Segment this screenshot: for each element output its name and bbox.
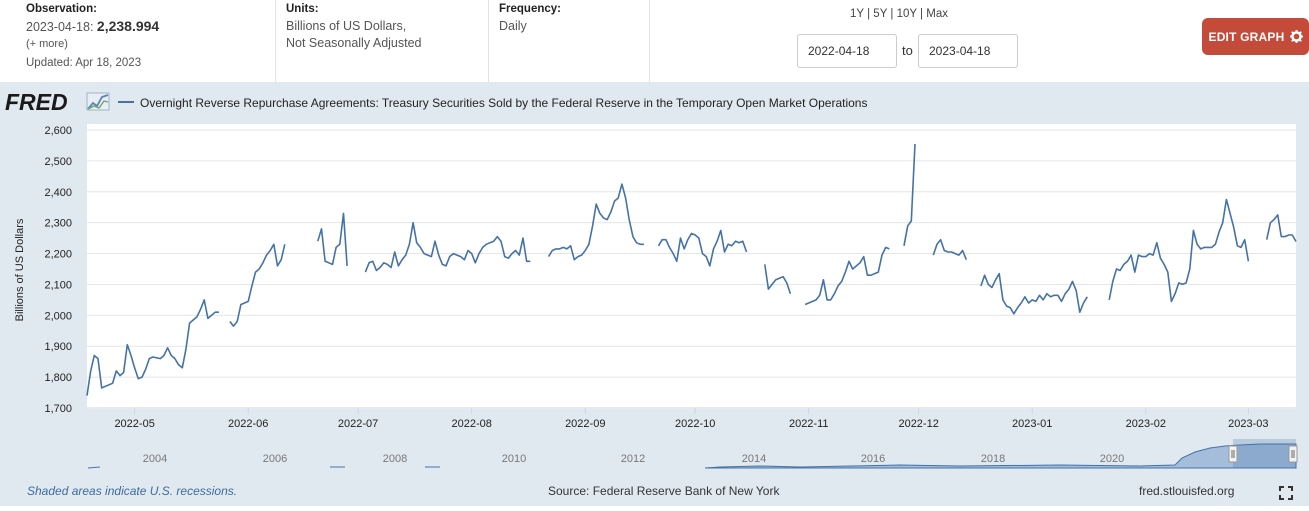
navigator-year-label: 2008 <box>383 453 407 465</box>
navigator-selection[interactable] <box>1233 439 1296 468</box>
edit-graph-button[interactable]: EDIT GRAPH <box>1202 18 1309 55</box>
navigator-year-label: 2016 <box>861 453 885 465</box>
series-line-segment <box>364 221 531 273</box>
observation-number: 2,238.994 <box>96 18 160 34</box>
navigator-year-label: 2020 <box>1100 453 1124 465</box>
range-links: 1Y | 5Y | 10Y | Max <box>829 8 969 20</box>
recession-note: Shaded areas indicate U.S. recessions. <box>27 484 238 498</box>
units-line-1: Billions of US Dollars, <box>286 19 407 33</box>
y-axis-ticks: 1,700 1,800 1,900 2,000 2,100 2,200 2,300 2,400… <box>44 125 72 415</box>
x-tick-label: 2022-07 <box>338 418 378 430</box>
navigator-year-label: 2004 <box>143 453 167 465</box>
header-divider <box>275 0 276 82</box>
range-10y[interactable]: 10Y <box>896 8 917 20</box>
x-tick-label: 2022-11 <box>789 418 829 430</box>
series-line-segment <box>903 143 916 246</box>
y-tick-label: 2,400 <box>44 187 72 199</box>
updated-text: Updated: Apr 18, 2023 <box>26 57 142 69</box>
frequency-value: Daily <box>499 19 527 33</box>
navigator-series-trace <box>87 466 440 469</box>
series-line-segment <box>980 272 1088 315</box>
range-5y[interactable]: 5Y <box>873 8 888 20</box>
units-line-2: Not Seasonally Adjusted <box>286 36 422 50</box>
navigator-year-labels: 2004 2006 2008 2010 2012 2014 2016 2018 2020 <box>143 453 1124 465</box>
frequency-label: Frequency: <box>499 3 561 15</box>
navigator-left-handle[interactable] <box>1228 445 1238 463</box>
navigator-right-handle[interactable] <box>1288 445 1298 463</box>
x-tick-label: 2023-02 <box>1126 418 1166 430</box>
end-date-input[interactable]: 2023-04-18 <box>918 34 1018 68</box>
to-label: to <box>902 43 913 58</box>
x-tick-label: 2022-10 <box>675 418 715 430</box>
observation-label: Observation: <box>26 3 97 15</box>
chart-panel: FRED Overnight Reverse Repurchase Agreem… <box>0 82 1309 506</box>
range-1y[interactable]: 1Y <box>850 8 864 20</box>
navigator-year-label: 2018 <box>981 453 1005 465</box>
y-tick-label: 2,000 <box>44 310 72 322</box>
series-line-segment <box>1108 198 1250 303</box>
x-tick-label: 2022-05 <box>114 418 154 430</box>
more-link[interactable]: (+ more) <box>26 38 68 50</box>
series-line-segment <box>804 246 890 306</box>
units-block: Units: Billions of US Dollars, Not Seaso… <box>286 1 486 83</box>
plot-background <box>87 124 1296 409</box>
source-text: Source: Federal Reserve Bank of New York <box>548 484 780 498</box>
legend-series-label: Overnight Reverse Repurchase Agreements:… <box>140 96 867 110</box>
y-tick-label: 2,200 <box>44 249 72 261</box>
observation-date: 2023-04-18: <box>26 20 94 34</box>
x-tick-label: 2022-12 <box>898 418 938 430</box>
units-label: Units: <box>286 3 319 15</box>
navigator-year-label: 2014 <box>742 453 766 465</box>
range-navigator[interactable]: 2004 2006 2008 2010 2012 2014 2016 2018 2020 <box>87 437 1298 469</box>
series-line-segment <box>1265 214 1297 242</box>
navigator-year-label: 2006 <box>263 453 287 465</box>
x-tick-label: 2023-01 <box>1012 418 1052 430</box>
navigator-year-label: 2010 <box>502 453 526 465</box>
y-tick-label: 2,500 <box>44 156 72 168</box>
header-divider <box>488 0 489 82</box>
range-sep: | <box>890 8 894 20</box>
x-axis-ticks: 2022-05 2022-06 2022-07 2022-08 2022-09 2022-… <box>87 407 1296 430</box>
x-tick-label: 2022-09 <box>565 418 605 430</box>
series-line-segment <box>764 264 792 294</box>
y-tick-label: 1,900 <box>44 341 72 353</box>
observation-block: Observation: 2023-04-18: 2,238.994 (+ mo… <box>26 1 276 83</box>
x-tick-label: 2022-08 <box>451 418 491 430</box>
navigator-background <box>87 437 1296 468</box>
x-tick-label: 2023-03 <box>1228 418 1268 430</box>
series-line-segment <box>317 212 348 266</box>
y-tick-label: 2,600 <box>44 125 72 137</box>
fred-logo[interactable]: FRED <box>5 89 110 115</box>
start-date-input[interactable]: 2022-04-18 <box>797 34 897 68</box>
site-link[interactable]: fred.stlouisfed.org <box>1139 484 1235 498</box>
range-sep: | <box>867 8 871 20</box>
y-axis-label: Billions of US Dollars <box>14 218 26 321</box>
series-line-segment <box>547 183 644 261</box>
fred-logo-graph-icon <box>86 92 110 111</box>
observation-value: 2023-04-18: 2,238.994 <box>26 18 276 36</box>
header-divider <box>649 0 650 82</box>
series-line-segment <box>657 229 748 267</box>
fred-logo-text: FRED <box>5 89 68 115</box>
frequency-block: Frequency: Daily <box>499 1 649 83</box>
navigator-year-label: 2012 <box>621 453 645 465</box>
y-tick-label: 2,300 <box>44 218 72 230</box>
data-series <box>86 143 1297 396</box>
y-tick-label: 1,800 <box>44 372 72 384</box>
line-chart[interactable]: FRED Overnight Reverse Repurchase Agreem… <box>0 82 1309 506</box>
series-line-segment <box>229 243 286 327</box>
gear-icon <box>1289 30 1303 43</box>
edit-graph-label: EDIT GRAPH <box>1208 29 1285 44</box>
fullscreen-icon[interactable] <box>1279 486 1293 500</box>
range-max[interactable]: Max <box>926 8 948 20</box>
x-tick-label: 2022-06 <box>228 418 268 430</box>
y-tick-label: 2,100 <box>44 279 72 291</box>
series-line-segment <box>86 299 219 396</box>
series-line-segment <box>932 238 968 260</box>
y-tick-label: 1,700 <box>44 403 72 415</box>
range-sep: | <box>920 8 924 20</box>
